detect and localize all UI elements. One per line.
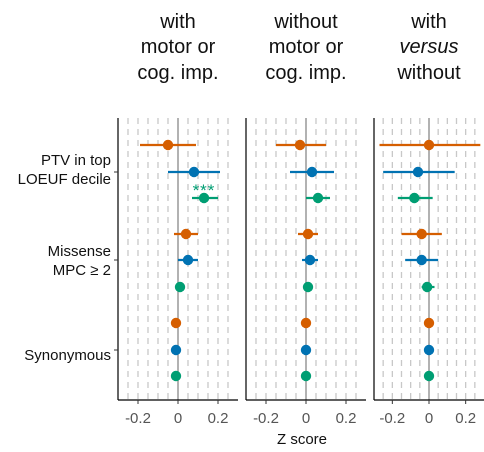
point-f1-c2-s2 [300,370,312,382]
facet-title-0-line-1: motor or [141,36,216,58]
x-tick-label: 0.2 [455,410,476,427]
point-f0-c0-s1 [188,166,200,178]
point-f1-c1-s2 [302,281,314,293]
facet-panel-1: -0.2 0 0.2 [245,118,366,427]
x-tick-label: 0 [425,410,433,427]
point-f1-c2-s1 [300,344,312,356]
x-axis-label: Z score [277,431,327,448]
significance-annotation: *** [193,181,216,200]
x-tick-label: -0.2 [379,410,405,427]
facet-title-2-line-2: without [396,62,461,84]
facet-title-1-line-2: cog. imp. [265,62,346,84]
category-label-1-line-0: Missense [48,243,111,260]
point-f2-c0-s1 [412,166,424,178]
point-f2-c2-s1 [423,344,435,356]
point-f2-c1-s0 [416,228,427,240]
point-f2-c1-s2 [421,281,433,293]
x-tick-label: 0.2 [208,410,229,427]
facet-panel-2: -0.2 0 0.2 [373,118,484,427]
category-label-1-line-1: MPC ≥ 2 [53,262,111,279]
x-tick-label: -0.2 [125,410,151,427]
category-label-2-line-0: Synonymous [24,347,111,364]
point-f2-c0-s0 [423,139,435,151]
point-f1-c0-s2 [312,192,324,204]
point-f0-c0-s2 [198,192,210,204]
facet-title-1-line-0: without [273,11,338,33]
facet-title-0-line-0: with [159,11,196,33]
x-tick-label: -0.2 [253,410,279,427]
x-tick-label: 0 [174,410,182,427]
category-labels: PTV in top LOEUF decile Missense MPC ≥ 2 Syn… [18,152,111,364]
point-f0-c2-s2 [170,370,182,382]
point-f2-c0-s2 [409,192,420,204]
x-tick-label: 0 [302,410,310,427]
point-f1-c1-s0 [302,228,314,240]
facet-panels: -0.2 0 0.2 -0.2 0 0.2 -0.2 0 0.2 *** [114,118,484,427]
facet-title-2-line-0: with [410,11,447,33]
point-f0-c0-s0 [162,139,174,151]
x-tick-label: 0.2 [336,410,357,427]
point-f2-c1-s1 [416,254,427,266]
point-f2-c2-s0 [423,317,435,329]
point-f0-c2-s0 [170,317,182,329]
facet-title-0-line-2: cog. imp. [137,62,218,84]
facet-panel-0: -0.2 0 0.2 [114,118,238,427]
category-label-0-line-0: PTV in top [41,152,111,169]
point-f2-c2-s2 [423,370,435,382]
point-f1-c0-s0 [294,139,306,151]
category-label-0-line-1: LOEUF decile [18,171,111,188]
point-f1-c1-s1 [304,254,316,266]
facet-titles: with motor or cog. imp. without motor or cog.… [137,11,461,84]
point-f1-c2-s0 [300,317,312,329]
point-f1-c0-s1 [306,166,318,178]
facet-title-2-line-1: versus [400,36,459,58]
facet-title-1-line-1: motor or [269,36,344,58]
point-f0-c1-s0 [180,228,192,240]
point-f0-c1-s1 [182,254,194,266]
point-f0-c1-s2 [174,281,186,293]
point-f0-c2-s1 [170,344,182,356]
